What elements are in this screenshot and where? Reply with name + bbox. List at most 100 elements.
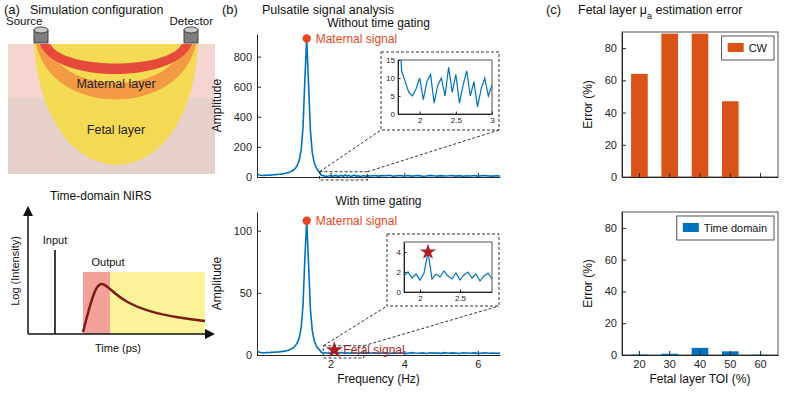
- tick-label: 50: [724, 358, 736, 370]
- layer-label: Fetal layer: [87, 123, 145, 137]
- tick-mark: [404, 252, 407, 253]
- source-label: Source: [6, 15, 42, 27]
- plot-area: [257, 221, 500, 354]
- tick: 60: [754, 351, 766, 370]
- tick-mark: [730, 351, 731, 355]
- tick-label: 800: [234, 51, 252, 63]
- tick-mark: [669, 173, 670, 177]
- panel-label: (b): [222, 2, 238, 17]
- tick-label: 80: [605, 42, 617, 54]
- legend-box: [677, 216, 774, 240]
- panel-title-part: Fetal layer μ: [578, 3, 647, 17]
- annotation-marker: [326, 341, 343, 357]
- spectrum-line: [257, 39, 500, 177]
- tick: [730, 173, 731, 177]
- tick: 400: [234, 111, 261, 123]
- inset-plot-area: [398, 60, 492, 107]
- y-axis-title: Amplitude: [210, 79, 224, 133]
- axis-line: [399, 114, 493, 115]
- tick-mark: [257, 117, 261, 118]
- y-axis-title: Amplitude: [210, 257, 224, 311]
- axis: 024: [397, 243, 407, 298]
- tick-mark: [398, 96, 401, 97]
- tick-mark: [420, 290, 421, 293]
- bar: [692, 34, 709, 177]
- tick-mark: [622, 145, 626, 146]
- early-gate: [83, 272, 110, 334]
- detector-label: Detector: [170, 15, 214, 27]
- tick-label: 6: [475, 358, 481, 370]
- tick-label: 40: [605, 107, 617, 119]
- marker-area: [303, 217, 343, 358]
- tick: 600: [234, 81, 261, 93]
- axis: 0 5 10 15: [386, 56, 400, 119]
- tick: [669, 173, 670, 177]
- tick-label: 0: [246, 349, 252, 361]
- zoom-region: [320, 172, 368, 180]
- panel-title: Pulsatile signal analysis: [262, 3, 394, 17]
- tick-mark: [622, 80, 626, 81]
- chart-title: With time gating: [335, 194, 421, 208]
- bar: [631, 74, 648, 177]
- panel-title: Fetal layer μa estimation error: [578, 3, 742, 21]
- axis: 020406080: [605, 33, 626, 184]
- tick: 2: [418, 112, 423, 125]
- axis: 0 200 400 600 800: [234, 35, 261, 184]
- chart-title: Without time gating: [327, 16, 430, 30]
- tick-mark: [398, 60, 401, 61]
- tick-label: 60: [754, 358, 766, 370]
- legend-label: Time domain: [704, 222, 767, 234]
- line-chart: 246050100With time gatingAmplitudeFreque…: [210, 0, 787, 386]
- input-pulse: [54, 250, 56, 334]
- layer-label: Maternal layer: [76, 77, 155, 91]
- tick-label: 2.5: [451, 116, 463, 125]
- tick-label: 100: [234, 225, 252, 237]
- tick: 0: [246, 171, 261, 183]
- tick: [700, 173, 701, 177]
- tick-mark: [622, 355, 626, 356]
- tick-mark: [257, 57, 261, 58]
- legend-swatch: [728, 43, 744, 52]
- tick: 20: [605, 139, 626, 151]
- tick: 3: [490, 112, 495, 125]
- tick-label: 2: [328, 358, 334, 370]
- tick-mark: [492, 112, 493, 115]
- figure: (a)Simulation configuration(b)Pulsatile …: [0, 0, 787, 393]
- tick: 0: [391, 110, 401, 119]
- tick-label: 200: [234, 141, 252, 153]
- zoom-connector: [320, 130, 381, 172]
- legend: Time domain: [677, 216, 774, 240]
- output-curve: [83, 284, 205, 332]
- tick-mark: [700, 351, 701, 355]
- panel-title: Simulation configuration: [30, 3, 163, 17]
- bar: [692, 348, 709, 355]
- tick: 200: [234, 141, 261, 153]
- tick-label: 20: [633, 358, 645, 370]
- tick: 2.5: [451, 112, 463, 125]
- tick-mark: [622, 113, 626, 114]
- tick-label: 10: [386, 74, 395, 83]
- tick: 40: [694, 351, 706, 370]
- inset-plot-frame: [404, 242, 492, 292]
- tick-label: 40: [605, 285, 617, 297]
- tick: [760, 173, 761, 177]
- tick-mark: [700, 173, 701, 177]
- inset-spectrum-line: [398, 60, 492, 107]
- tick: 80: [605, 222, 626, 234]
- panel-title-part: estimation error: [652, 3, 742, 17]
- bar-chart: 2030405060020406080Error (%)Fetal layer …: [581, 212, 779, 386]
- tick-mark: [460, 290, 461, 293]
- tick-mark: [622, 260, 626, 261]
- tick-label: 5: [391, 92, 396, 101]
- legend-box: [722, 36, 774, 60]
- tick-label: 60: [605, 254, 617, 266]
- input-label: Input: [43, 234, 67, 246]
- tick-label: 4: [402, 358, 408, 370]
- annotation-label: Maternal signal: [316, 32, 397, 46]
- tick-label: 60: [605, 74, 617, 86]
- axis: [623, 173, 779, 178]
- tick: 20: [633, 351, 645, 370]
- zoom-region: [323, 346, 364, 358]
- tick-label: 15: [386, 56, 395, 65]
- legend: CW: [722, 36, 774, 60]
